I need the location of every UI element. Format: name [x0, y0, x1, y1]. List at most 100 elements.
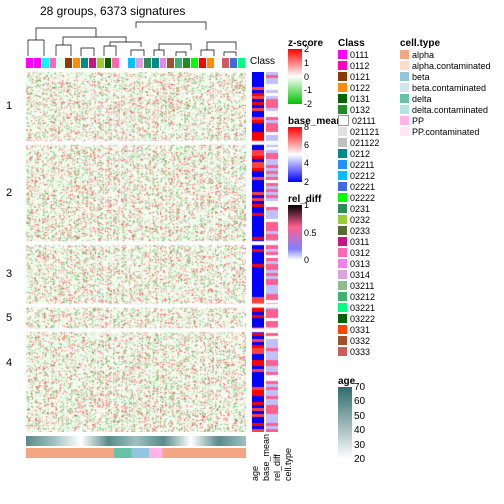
legend-item: 03211 [338, 280, 379, 291]
colorbar-tick: 40 [354, 425, 365, 436]
class-strip-cell [167, 58, 175, 68]
legend-swatch [338, 204, 347, 213]
rel-diff-annotation [266, 72, 278, 432]
legend-item: 0121 [338, 71, 379, 82]
legend-swatch [338, 50, 347, 59]
legend-item: 03212 [338, 291, 379, 302]
colorbar-tick: 70 [354, 382, 365, 393]
legend-label: 0122 [350, 83, 370, 93]
colorbar-tick: 30 [354, 440, 365, 451]
legend-label: 03221 [350, 303, 375, 313]
legend-item: PP [400, 115, 491, 126]
legend-item: 02222 [338, 192, 379, 203]
legend-swatch [338, 138, 347, 147]
legend-label: alpha.contaminated [412, 61, 491, 71]
legend-swatch [338, 292, 347, 301]
legend-swatch [338, 127, 347, 136]
legend-label: 0131 [350, 94, 370, 104]
legend-item: 0332 [338, 335, 379, 346]
legend-item: 0333 [338, 346, 379, 357]
legend-label: 02211 [350, 160, 374, 170]
legend-swatch [338, 72, 347, 81]
class-strip-cell [105, 58, 113, 68]
colorbar-tick: 2 [304, 177, 309, 187]
bottom-label: age [250, 434, 260, 481]
bottom-label: rel_diff [272, 434, 282, 481]
column-dendrogram [26, 20, 246, 56]
colorbar-tick: 8 [304, 122, 309, 132]
legend-swatch [338, 336, 347, 345]
legend-swatch [338, 61, 347, 70]
class-strip-cell [57, 58, 65, 68]
legend-item: 0131 [338, 93, 379, 104]
legend-label: 0314 [350, 270, 370, 280]
legend-item: 0122 [338, 82, 379, 93]
legend-item: beta [400, 71, 491, 82]
legend-label: 0333 [350, 347, 370, 357]
class-strip-cell [112, 58, 120, 68]
class-strip-cell [73, 58, 81, 68]
row-group-label: 2 [6, 187, 12, 199]
legend-label: alpha [412, 50, 434, 60]
reldiff-colorbar: rel_diff 10.50 [288, 194, 321, 260]
legend-swatch [338, 303, 347, 312]
class-strip-cell [238, 58, 246, 68]
legend-swatch [338, 160, 347, 169]
class-strip-cell [34, 58, 42, 68]
colorbar-tick: 6 [304, 140, 309, 150]
base-mean-annotation [252, 72, 264, 432]
legend-item: 0314 [338, 269, 379, 280]
legend-swatch [400, 127, 409, 136]
legend-item: 02211 [338, 159, 379, 170]
class-legend-title: Class [338, 38, 379, 49]
celltype-legend-title: cell.type [400, 38, 491, 49]
legend-swatch [400, 50, 409, 59]
legend-swatch [400, 94, 409, 103]
legend-label: 02222 [350, 193, 375, 203]
main-heatmap [26, 72, 246, 432]
colorbar-tick: 50 [354, 411, 365, 422]
legend-item: 0233 [338, 225, 379, 236]
colorbar-tick: 4 [304, 158, 309, 168]
legend-label: 03222 [350, 314, 375, 324]
legend-swatch [338, 94, 347, 103]
legend-label: 0231 [350, 204, 370, 214]
age-title: age [338, 376, 355, 387]
legend-swatch [338, 237, 347, 246]
class-strip-cell [50, 58, 58, 68]
class-strip-label: Class [250, 56, 275, 67]
legend-swatch [400, 61, 409, 70]
legend-label: 03212 [350, 292, 375, 302]
class-legend: Class 0111011201210122013101320211102112… [338, 38, 379, 357]
legend-swatch [400, 83, 409, 92]
legend-item: 0132 [338, 104, 379, 115]
bottom-label: cell.type [283, 434, 293, 481]
class-color-strip [26, 58, 246, 68]
class-strip-cell [160, 58, 168, 68]
legend-label: 0233 [350, 226, 370, 236]
colorbar-tick: 20 [354, 454, 365, 465]
legend-label: 0332 [350, 336, 370, 346]
legend-label: beta.contaminated [412, 83, 486, 93]
legend-item: 021122 [338, 137, 379, 148]
legend-swatch [338, 270, 347, 279]
row-group-label: 3 [6, 268, 12, 280]
colorbar-tick: 60 [354, 396, 365, 407]
celltype-legend: cell.type alphaalpha.contaminatedbetabet… [400, 38, 491, 137]
legend-swatch [338, 182, 347, 191]
legend-swatch [400, 116, 409, 125]
legend-label: 02221 [350, 182, 375, 192]
class-strip-cell [207, 58, 215, 68]
legend-item: alpha.contaminated [400, 60, 491, 71]
legend-label: 0232 [350, 215, 370, 225]
class-strip-cell [97, 58, 105, 68]
legend-label: 0331 [350, 325, 370, 335]
colorbar-tick: 0 [304, 255, 309, 265]
legend-label: 021121 [350, 127, 379, 137]
legend-label: delta [412, 94, 432, 104]
legend-swatch [400, 72, 409, 81]
row-group-label: 4 [6, 357, 12, 369]
colorbar-tick: 1 [304, 58, 309, 68]
legend-swatch [338, 226, 347, 235]
colorbar-tick: 0.5 [304, 228, 317, 238]
